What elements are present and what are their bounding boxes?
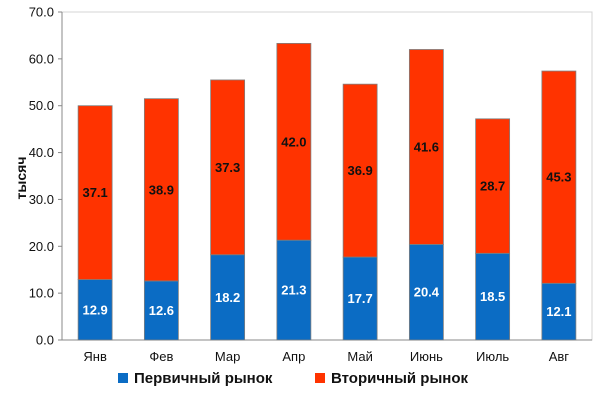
data-label: 12.6 bbox=[149, 303, 174, 318]
data-label: 38.9 bbox=[149, 182, 174, 197]
x-tick-label: Фев bbox=[149, 349, 173, 364]
bar-secondary-market bbox=[210, 79, 246, 256]
bar-secondary-market bbox=[408, 49, 444, 245]
data-label: 20.4 bbox=[414, 285, 440, 300]
legend-swatch bbox=[118, 373, 128, 383]
data-label: 41.6 bbox=[414, 139, 439, 154]
bar-primary-market bbox=[408, 244, 444, 341]
x-tick-label: Янв bbox=[83, 349, 107, 364]
bar-secondary-market bbox=[342, 83, 378, 258]
data-label: 21.3 bbox=[281, 283, 306, 298]
x-tick-label: Авг bbox=[549, 349, 570, 364]
x-tick-label: Май bbox=[347, 349, 372, 364]
x-tick-label: Апр bbox=[282, 349, 305, 364]
y-tick-label: 10.0 bbox=[29, 286, 54, 301]
bar-secondary-market bbox=[276, 42, 312, 241]
data-label: 28.7 bbox=[480, 179, 505, 194]
plot-frame bbox=[61, 11, 593, 341]
y-tick-label: 0.0 bbox=[36, 333, 54, 348]
data-label: 37.3 bbox=[215, 160, 240, 175]
bar-secondary-market bbox=[77, 105, 113, 280]
data-label: 45.3 bbox=[546, 170, 571, 185]
bar-primary-market bbox=[342, 256, 378, 341]
data-label: 12.9 bbox=[82, 302, 107, 317]
bar-secondary-market bbox=[143, 98, 179, 282]
bars bbox=[77, 42, 577, 341]
data-label: 37.1 bbox=[82, 185, 107, 200]
y-tick-label: 70.0 bbox=[29, 5, 54, 20]
legend-swatch bbox=[315, 373, 325, 383]
data-label: 18.5 bbox=[480, 289, 505, 304]
x-axis: Янв Фев Мар Апр Май Июнь Июль Авг bbox=[62, 339, 592, 364]
x-tick-label: Мар bbox=[215, 349, 240, 364]
bar-primary-market bbox=[276, 239, 312, 341]
y-axis: 0.0 10.0 20.0 30.0 40.0 50.0 60.0 70.0 bbox=[29, 5, 63, 348]
data-labels: 12.9 37.1 12.6 38.9 18.2 37.3 21.3 42.0 17.7 36.9… bbox=[82, 134, 571, 319]
bar-primary-market bbox=[143, 280, 179, 341]
x-tick-label: Июнь bbox=[410, 349, 443, 364]
bar-primary-market bbox=[210, 254, 246, 341]
y-axis-label: тысяч bbox=[13, 157, 29, 200]
data-label: 12.1 bbox=[546, 304, 571, 319]
y-tick-label: 60.0 bbox=[29, 51, 54, 66]
legend-label: Вторичный рынок bbox=[331, 370, 468, 387]
plot-area-border bbox=[61, 11, 593, 341]
x-tick-label: Июль bbox=[476, 349, 509, 364]
legend-label: Первичный рынок bbox=[134, 370, 273, 387]
y-tick-label: 30.0 bbox=[29, 192, 54, 207]
bar-primary-market bbox=[475, 252, 511, 341]
bar-secondary-market bbox=[541, 70, 577, 284]
data-label: 17.7 bbox=[347, 291, 372, 306]
data-label: 18.2 bbox=[215, 290, 240, 305]
y-tick-label: 50.0 bbox=[29, 98, 54, 113]
y-tick-label: 40.0 bbox=[29, 145, 54, 160]
y-tick-label: 20.0 bbox=[29, 239, 54, 254]
bar-secondary-market bbox=[475, 118, 511, 254]
legend: Первичный рынок Вторичный рынок bbox=[118, 370, 468, 387]
data-label: 36.9 bbox=[347, 163, 372, 178]
data-label: 42.0 bbox=[281, 134, 306, 149]
